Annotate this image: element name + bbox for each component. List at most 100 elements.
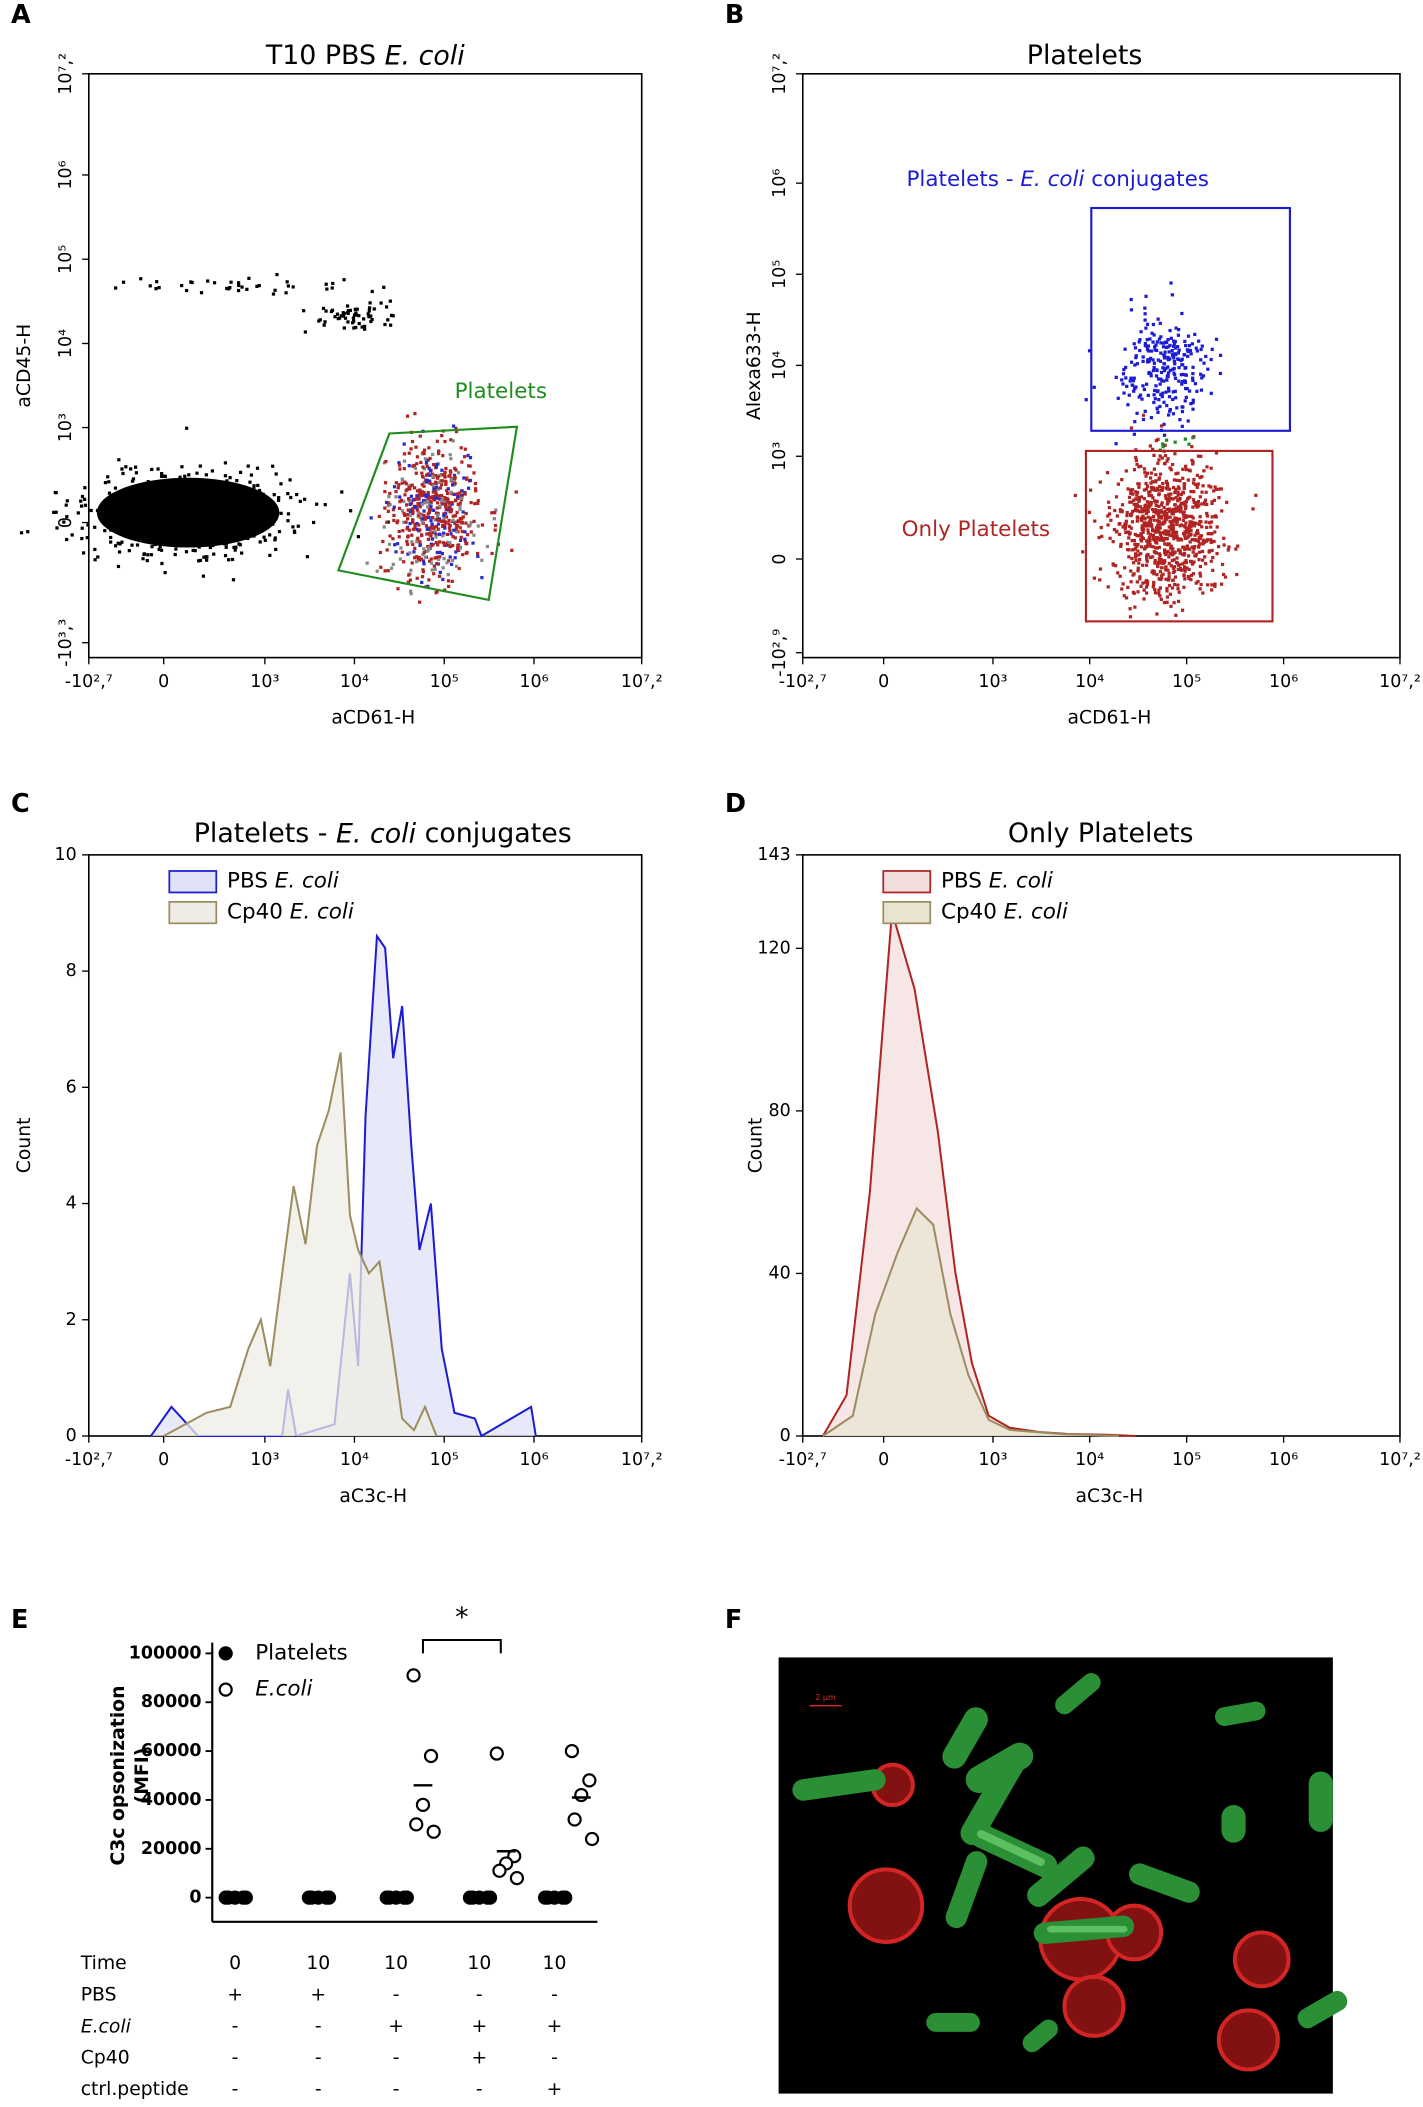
density-dot	[1183, 339, 1187, 344]
density-dot	[419, 557, 424, 561]
density-dot	[1166, 358, 1171, 362]
density-dot	[435, 439, 439, 443]
ecoli-dot	[492, 1863, 507, 1878]
density-dot	[408, 551, 412, 555]
density-dot	[1145, 484, 1150, 488]
density-dot	[436, 518, 441, 522]
density-dot	[1205, 525, 1209, 530]
density-dot	[460, 489, 464, 493]
x-tick-label: 10⁴	[1075, 672, 1104, 692]
density-dot	[1159, 514, 1164, 518]
density-dot	[277, 496, 281, 500]
density-dot	[446, 487, 450, 491]
density-dot	[428, 527, 432, 531]
density-dot	[1167, 494, 1171, 498]
density-dot	[190, 491, 195, 495]
density-dot	[354, 313, 359, 317]
table-cell: -	[551, 1984, 558, 2005]
density-dot	[272, 493, 276, 497]
density-dot	[1140, 524, 1144, 528]
density-dot	[1167, 350, 1171, 354]
density-dot	[1128, 379, 1132, 383]
density-dot	[405, 527, 409, 531]
density-dot	[1156, 461, 1160, 465]
density-dot	[1208, 531, 1212, 536]
micrograph: 2 μm	[778, 1657, 1348, 2094]
density-dot	[438, 497, 442, 501]
density-dot	[422, 484, 426, 488]
density-dot	[298, 499, 302, 503]
density-dot	[1169, 533, 1174, 538]
density-dot	[1141, 563, 1145, 567]
density-dot	[231, 493, 235, 497]
density-dot	[1180, 363, 1184, 367]
density-dot	[365, 561, 369, 565]
density-dot	[1111, 563, 1115, 567]
density-dot	[1161, 537, 1166, 541]
density-dot	[1144, 579, 1149, 583]
density-dot	[493, 511, 497, 515]
density-dot	[1209, 538, 1213, 542]
density-dot	[434, 524, 439, 529]
density-dot	[1189, 532, 1193, 537]
density-dot	[208, 494, 212, 499]
density-dot	[1190, 458, 1194, 462]
density-dot	[1203, 502, 1207, 506]
density-dot	[449, 490, 453, 494]
legend-swatch	[882, 870, 932, 894]
y-tick-label: 0	[56, 517, 76, 528]
density-dot	[429, 504, 433, 508]
density-dot	[223, 461, 228, 465]
density-dot	[210, 505, 214, 509]
density-dot	[1136, 549, 1140, 553]
density-dot	[351, 316, 356, 320]
density-dot	[1212, 498, 1217, 502]
density-dot	[1123, 566, 1127, 570]
density-dot	[170, 505, 175, 509]
density-dot	[1132, 591, 1136, 595]
density-dot	[397, 535, 401, 539]
density-dot	[1148, 490, 1152, 494]
density-dot	[1162, 379, 1166, 383]
density-dot	[375, 569, 379, 573]
density-dot	[1179, 373, 1183, 377]
density-dot	[406, 552, 410, 556]
density-dot	[409, 568, 413, 572]
density-dot	[176, 531, 180, 536]
density-dot	[189, 510, 193, 514]
density-dot	[351, 321, 355, 325]
density-dot	[400, 477, 405, 481]
density-dot	[346, 309, 351, 313]
density-dot	[1219, 582, 1224, 586]
y-tick-label: 143	[757, 845, 790, 865]
density-dot	[1136, 569, 1140, 573]
density-dot	[107, 491, 112, 495]
density-dot	[180, 535, 184, 539]
density-dot	[1176, 567, 1181, 572]
density-dot	[268, 533, 272, 537]
density-dot	[1133, 605, 1137, 609]
table-row-label: PBS	[81, 1984, 117, 2005]
density-dot	[432, 564, 436, 568]
density-dot	[225, 286, 229, 291]
density-dot	[129, 516, 134, 520]
density-dot	[1172, 551, 1176, 555]
density-dot	[438, 570, 442, 574]
density-dot	[1120, 378, 1124, 382]
density-dot	[451, 483, 455, 487]
density-dot	[1136, 590, 1140, 594]
y-tick-label: 10⁷,²	[770, 53, 790, 95]
density-dot	[1130, 556, 1134, 561]
density-dot	[1194, 581, 1198, 585]
density-dot	[266, 509, 270, 513]
density-dot	[1128, 615, 1133, 619]
density-dot	[1155, 530, 1159, 534]
density-dot	[349, 509, 353, 513]
density-dot	[397, 461, 401, 465]
density-dot	[191, 503, 195, 507]
density-dot	[394, 489, 398, 494]
density-dot	[392, 518, 396, 523]
legend-swatch	[168, 870, 218, 894]
density-dot	[1115, 529, 1119, 533]
density-dot	[458, 526, 462, 530]
